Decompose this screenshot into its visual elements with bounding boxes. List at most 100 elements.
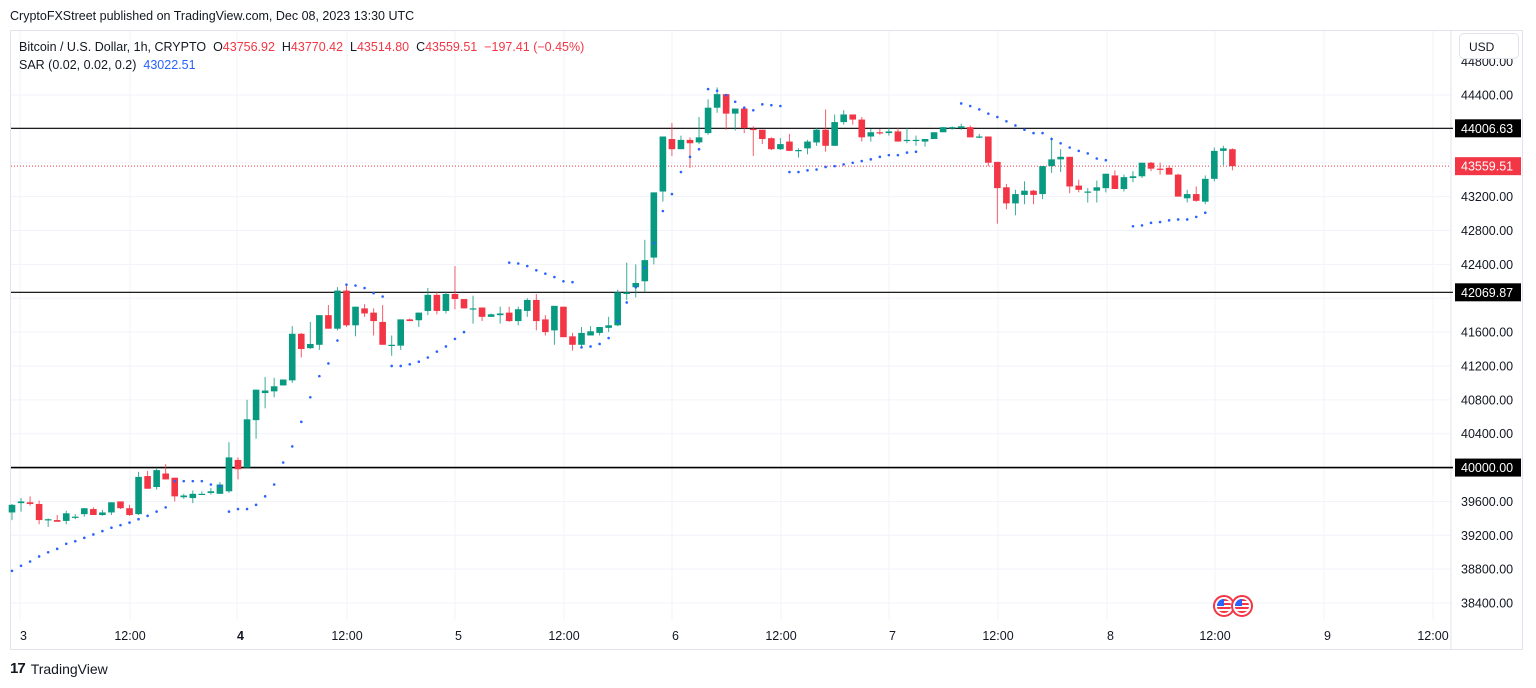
candle-body[interactable]	[62, 513, 70, 521]
candle-body[interactable]	[496, 313, 504, 316]
tradingview-branding[interactable]: 17 TradingView	[10, 660, 108, 677]
candle-body[interactable]	[849, 114, 857, 120]
candle-body[interactable]	[316, 315, 323, 345]
candle-body[interactable]	[650, 192, 658, 258]
candle-body[interactable]	[388, 344, 395, 346]
candle-body[interactable]	[966, 127, 974, 138]
candle-body[interactable]	[930, 132, 938, 140]
candle-body[interactable]	[1102, 173, 1110, 189]
candle-body[interactable]	[370, 312, 377, 322]
candle-body[interactable]	[1211, 150, 1218, 179]
candle-body[interactable]	[1129, 176, 1137, 178]
candle-body[interactable]	[126, 508, 133, 515]
candle-body[interactable]	[813, 129, 820, 143]
sar-label[interactable]: SAR (0.02, 0.02, 0.2)	[19, 58, 137, 72]
candle-body[interactable]	[361, 308, 368, 314]
candle-body[interactable]	[985, 136, 992, 163]
candle-body[interactable]	[1084, 191, 1092, 193]
candle-body[interactable]	[1156, 168, 1164, 170]
candle-body[interactable]	[415, 312, 423, 321]
candle-body[interactable]	[1066, 156, 1073, 187]
candle-body[interactable]	[8, 504, 16, 513]
candle-body[interactable]	[551, 305, 558, 331]
candle-body[interactable]	[921, 139, 929, 142]
candle-body[interactable]	[153, 470, 160, 488]
candle-body[interactable]	[1174, 174, 1182, 197]
candle-body[interactable]	[514, 309, 522, 322]
candle-body[interactable]	[225, 457, 233, 492]
candle-body[interactable]	[722, 94, 730, 114]
candle-body[interactable]	[433, 294, 441, 311]
candle-body[interactable]	[451, 293, 459, 300]
candle-body[interactable]	[804, 141, 811, 149]
candle-body[interactable]	[1093, 187, 1101, 191]
candle-body[interactable]	[397, 319, 405, 346]
candle-body[interactable]	[939, 127, 947, 133]
candle-body[interactable]	[198, 493, 206, 496]
candle-body[interactable]	[442, 293, 450, 311]
candle-body[interactable]	[99, 512, 106, 515]
candle-body[interactable]	[71, 516, 79, 518]
candle-body[interactable]	[840, 114, 847, 123]
candle-body[interactable]	[704, 107, 712, 134]
candle-body[interactable]	[1075, 185, 1083, 190]
candle-body[interactable]	[1111, 175, 1119, 189]
candle-body[interactable]	[1039, 166, 1046, 195]
candle-body[interactable]	[759, 129, 766, 140]
candle-body[interactable]	[768, 138, 775, 150]
candle-body[interactable]	[478, 307, 486, 317]
candle-body[interactable]	[777, 144, 784, 150]
candle-body[interactable]	[1192, 194, 1200, 201]
candle-body[interactable]	[569, 336, 576, 345]
candle-body[interactable]	[379, 321, 386, 345]
candle-body[interactable]	[1201, 178, 1209, 202]
candle-body[interactable]	[17, 501, 25, 504]
candle-body[interactable]	[261, 390, 269, 394]
candle-body[interactable]	[234, 459, 242, 470]
candle-body[interactable]	[1229, 149, 1236, 167]
candle-body[interactable]	[560, 306, 567, 338]
candle-body[interactable]	[460, 299, 468, 309]
candle-body[interactable]	[912, 139, 920, 142]
candle-body[interactable]	[740, 108, 748, 129]
candle-body[interactable]	[1138, 162, 1146, 177]
candle-body[interactable]	[894, 131, 902, 142]
candle-body[interactable]	[596, 327, 603, 333]
candle-body[interactable]	[406, 319, 414, 322]
candle-body[interactable]	[542, 319, 549, 333]
candle-body[interactable]	[533, 299, 540, 322]
candle-body[interactable]	[749, 128, 757, 131]
candle-body[interactable]	[523, 299, 531, 311]
candle-body[interactable]	[180, 495, 188, 498]
candle-body[interactable]	[216, 484, 224, 494]
candle-body[interactable]	[144, 476, 151, 489]
candle-body[interactable]	[243, 419, 251, 468]
candle-body[interactable]	[641, 260, 649, 282]
candle-body[interactable]	[1003, 187, 1010, 204]
candle-body[interactable]	[44, 519, 52, 521]
candle-body[interactable]	[189, 493, 197, 499]
candle-body[interactable]	[695, 137, 703, 143]
candle-body[interactable]	[279, 379, 287, 386]
candle-body[interactable]	[605, 325, 612, 328]
candle-body[interactable]	[858, 119, 866, 138]
candle-body[interactable]	[587, 331, 594, 336]
candle-body[interactable]	[307, 343, 314, 349]
candle-body[interactable]	[876, 132, 884, 134]
candle-body[interactable]	[1165, 167, 1173, 175]
candle-body[interactable]	[867, 132, 875, 137]
candle-body[interactable]	[731, 108, 739, 114]
candle-body[interactable]	[686, 139, 694, 144]
candle-body[interactable]	[171, 477, 179, 497]
currency-button[interactable]: USD	[1459, 33, 1519, 59]
candle-body[interactable]	[1057, 156, 1064, 160]
candle-body[interactable]	[822, 129, 829, 146]
candle-body[interactable]	[994, 161, 1001, 189]
candle-body[interactable]	[90, 509, 97, 515]
candle-body[interactable]	[623, 292, 631, 294]
candle-body[interactable]	[713, 94, 721, 108]
candle-body[interactable]	[1048, 159, 1055, 167]
candle-body[interactable]	[1021, 190, 1028, 195]
candle-body[interactable]	[325, 315, 332, 329]
